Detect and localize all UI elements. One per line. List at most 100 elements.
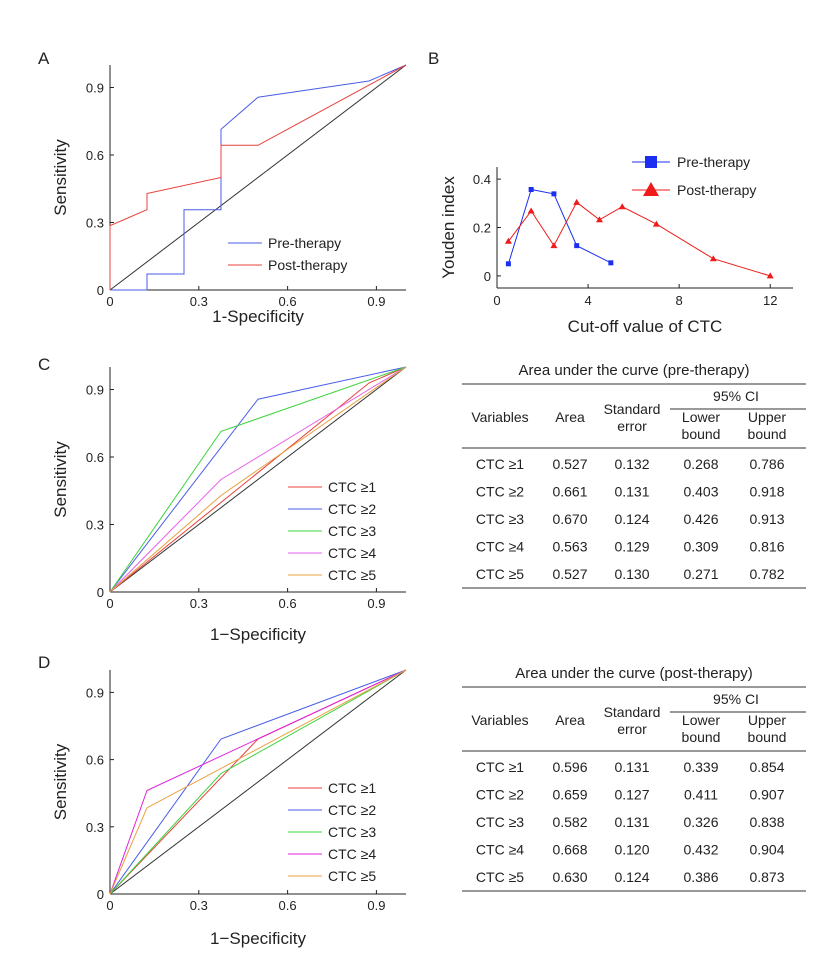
legend-label: CTC ≥2: [328, 501, 376, 517]
y-tick-label: 0.9: [86, 685, 104, 700]
cell-area: 0.668: [552, 842, 587, 858]
legend-label: CTC ≥4: [328, 846, 376, 862]
cell-area: 0.661: [552, 484, 587, 500]
y-tick-label: 0.6: [86, 753, 104, 768]
y-tick-label: 0: [484, 269, 491, 284]
cell-variable: CTC ≥4: [476, 842, 524, 858]
x-tick-label: 12: [763, 293, 777, 308]
header-area: Area: [555, 712, 585, 728]
cell-lower: 0.386: [683, 869, 718, 885]
header-se: error: [617, 418, 647, 434]
x-tick-label: 0.6: [279, 596, 297, 611]
legend-label: Post-therapy: [677, 182, 756, 198]
cell-upper: 0.854: [749, 759, 784, 775]
cell-se: 0.129: [614, 539, 649, 555]
cell-area: 0.670: [552, 511, 587, 527]
series-line-2: [109, 669, 407, 895]
data-point: [504, 237, 512, 244]
legend-label: Post-therapy: [268, 257, 347, 273]
header-upper: bound: [748, 729, 787, 745]
cell-upper: 0.816: [749, 539, 784, 555]
y-tick-label: 0: [97, 283, 104, 298]
series-line-4: [109, 669, 407, 895]
x-tick-label: 0.9: [367, 898, 385, 913]
data-point: [550, 242, 558, 249]
y-tick-label: 0.6: [86, 450, 104, 465]
header-lower: bound: [682, 426, 721, 442]
cell-se: 0.124: [614, 511, 649, 527]
y-tick-label: 0.9: [86, 383, 104, 398]
legend-label: CTC ≥3: [328, 824, 376, 840]
legend-label: CTC ≥1: [328, 479, 376, 495]
y-tick-label: 0: [97, 887, 104, 902]
panel-a: A 0 0.3 0.6 0.9 0 0.3 0.6 0.9 1-Specificity Sensit…: [38, 49, 407, 326]
reference-diagonal: [109, 64, 407, 291]
data-point: [574, 243, 580, 249]
x-tick-label: 0: [493, 293, 500, 308]
cell-upper: 0.782: [749, 566, 784, 582]
cell-upper: 0.913: [749, 511, 784, 527]
cell-upper: 0.873: [749, 869, 784, 885]
cell-variable: CTC ≥1: [476, 456, 524, 472]
cell-area: 0.659: [552, 787, 587, 803]
x-axis-label: 1−Specificity: [210, 929, 306, 948]
y-tick-label: 0.3: [86, 518, 104, 533]
x-tick-label: 4: [584, 293, 591, 308]
data-point: [573, 198, 581, 205]
legend-label: CTC ≥2: [328, 802, 376, 818]
series-line-2: [109, 366, 407, 593]
cell-lower: 0.326: [683, 814, 718, 830]
y-tick-label: 0.3: [86, 820, 104, 835]
legend-marker: [645, 156, 657, 168]
cell-variable: CTC ≥2: [476, 787, 524, 803]
x-tick-label: 0: [106, 596, 113, 611]
data-point: [618, 203, 626, 210]
cell-variable: CTC ≥3: [476, 814, 524, 830]
legend-label: CTC ≥5: [328, 868, 376, 884]
legend-label: CTC ≥4: [328, 545, 376, 561]
cell-variable: CTC ≥5: [476, 566, 524, 582]
y-tick-label: 0.2: [473, 221, 491, 236]
x-tick-label: 0.9: [367, 294, 385, 309]
cell-area: 0.630: [552, 869, 587, 885]
cell-se: 0.130: [614, 566, 649, 582]
series-line-2: [109, 64, 407, 290]
y-tick-label: 0.3: [86, 216, 104, 231]
series-line-1: [507, 188, 612, 264]
cell-upper: 0.838: [749, 814, 784, 830]
panel-letter: A: [38, 49, 50, 68]
series-line-1: [109, 366, 407, 593]
data-point: [527, 207, 535, 214]
series-line-5: [109, 669, 407, 895]
y-axis-label: Sensitivity: [51, 139, 70, 216]
data-point: [652, 220, 660, 227]
y-tick-label: 0.9: [86, 81, 104, 96]
cell-se: 0.131: [614, 484, 649, 500]
cell-upper: 0.907: [749, 787, 784, 803]
cell-area: 0.563: [552, 539, 587, 555]
legend-label: CTC ≥3: [328, 523, 376, 539]
reference-diagonal: [109, 366, 407, 593]
header-ci: 95% CI: [713, 388, 759, 404]
x-axis-label: 1-Specificity: [212, 307, 304, 326]
header-variables: Variables: [471, 409, 528, 425]
legend-label: CTC ≥5: [328, 567, 376, 583]
cell-se: 0.131: [614, 814, 649, 830]
header-lower: Lower: [682, 712, 720, 728]
data-point: [709, 255, 717, 262]
header-upper: bound: [748, 426, 787, 442]
series-line-3: [109, 669, 407, 895]
data-point: [608, 260, 614, 266]
header-area: Area: [555, 409, 585, 425]
cell-se: 0.127: [614, 787, 649, 803]
y-axis-label: Sensitivity: [51, 743, 70, 820]
legend-label: Pre-therapy: [268, 235, 341, 251]
cell-variable: CTC ≥4: [476, 539, 524, 555]
data-point: [528, 187, 534, 193]
x-tick-label: 0.6: [279, 898, 297, 913]
cell-lower: 0.268: [683, 456, 718, 472]
x-tick-label: 8: [676, 293, 683, 308]
cell-lower: 0.339: [683, 759, 718, 775]
series-line-5: [109, 366, 407, 593]
